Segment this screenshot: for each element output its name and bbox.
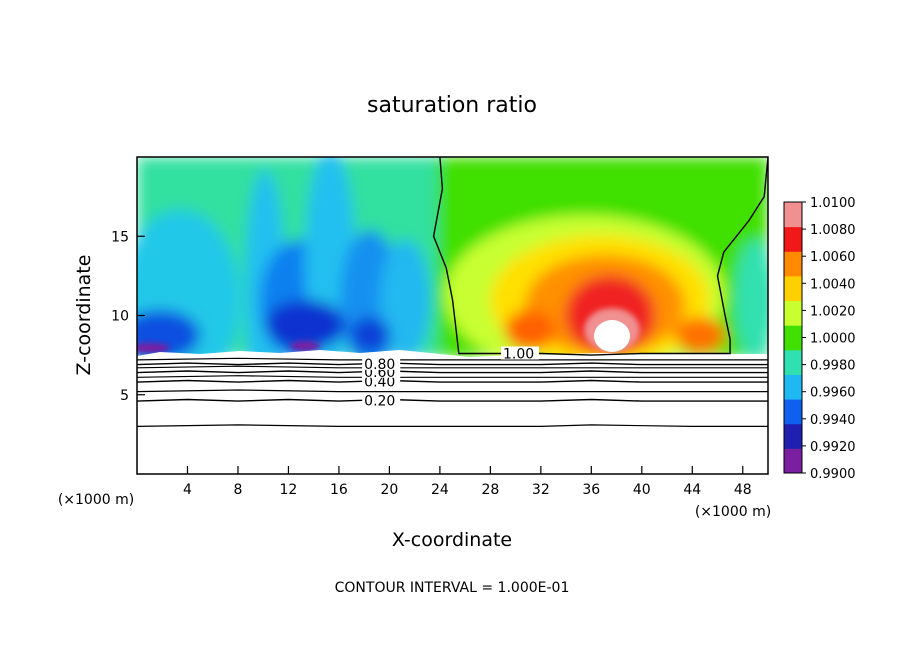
contour-line-1.00 <box>432 157 768 356</box>
y-axis-label: Z-coordinate <box>73 255 95 376</box>
y-axis-ticks: 5 10 15 <box>111 229 145 404</box>
colorbar-swatch <box>784 349 802 375</box>
contour-label: 1.00 <box>503 347 534 363</box>
colorbar-swatch <box>784 275 802 302</box>
colorbar-label: 1.0040 <box>810 277 856 292</box>
contour-line-0.40 <box>137 379 768 383</box>
colorbar-swatch <box>784 300 802 326</box>
x-tick-label: 28 <box>481 482 499 498</box>
colorbar-swatch <box>784 423 802 449</box>
contour-label-bg <box>500 346 539 360</box>
contour-label-bg <box>362 393 401 407</box>
contour-line-0.60 <box>137 370 768 374</box>
colorbar-swatch <box>784 374 802 400</box>
colorbar-label: 1.0100 <box>810 196 856 211</box>
colorbar-label: 0.9900 <box>810 467 856 482</box>
x-tick-label: 4 <box>183 482 192 498</box>
x-tick-label: 12 <box>280 482 298 498</box>
x-tick-label: 36 <box>582 482 600 498</box>
y-tick-label: 15 <box>111 229 129 245</box>
x-tick-label: 8 <box>233 482 242 498</box>
contour-label-bg <box>362 356 401 370</box>
contour-line <box>137 424 768 427</box>
x-axis-label: X-coordinate <box>392 529 512 551</box>
x-tick-label: 40 <box>633 482 651 498</box>
colorbar: 1.0100 1.0080 1.0060 1.0040 1.0020 1.0000 0.99… <box>783 196 856 482</box>
y-tick-label: 10 <box>111 309 129 325</box>
colorbar-swatch <box>784 226 802 252</box>
colorbar-label: 1.0080 <box>810 223 856 238</box>
colorbar-label: 0.9940 <box>810 413 856 428</box>
contour-lines <box>137 157 768 427</box>
colorbar-label: 1.0020 <box>810 304 856 319</box>
x-unit-right: (×1000 m) <box>695 504 771 520</box>
contour-line <box>137 389 768 393</box>
chart-title: saturation ratio <box>367 93 537 118</box>
colorbar-label: 0.9980 <box>810 359 856 374</box>
colorbar-label: 0.9920 <box>810 440 856 455</box>
x-tick-label: 44 <box>683 482 701 498</box>
contour-label: 0.20 <box>364 393 395 409</box>
colorbar-label: 0.9960 <box>810 386 856 401</box>
contour-line <box>137 357 768 361</box>
contour-line-0.20 <box>137 398 768 402</box>
x-unit-left: (×1000 m) <box>58 492 134 508</box>
x-tick-label: 48 <box>734 482 752 498</box>
contour-line <box>137 365 768 369</box>
colorbar-swatch <box>784 448 802 474</box>
contour-label: 0.40 <box>364 374 395 390</box>
colorbar-swatch <box>784 325 802 351</box>
x-tick-label: 24 <box>431 482 449 498</box>
colorbar-label: 1.0000 <box>810 332 856 347</box>
colorbar-swatch <box>784 399 802 425</box>
contour-labels: 0.200.400.600.801.00 <box>362 346 539 409</box>
x-tick-label: 20 <box>380 482 398 498</box>
colorbar-label: 1.0060 <box>810 250 856 265</box>
colorbar-swatch <box>784 202 802 228</box>
x-axis-ticks: 4 8 12 16 20 24 28 32 36 40 44 48 <box>183 466 752 498</box>
contour-line <box>137 375 768 378</box>
contour-line-0.80 <box>137 362 768 366</box>
x-tick-label: 32 <box>532 482 550 498</box>
colorbar-swatch <box>784 251 802 277</box>
x-tick-label: 16 <box>330 482 348 498</box>
heatmap-field <box>137 157 768 474</box>
contour-label: 0.80 <box>364 357 395 373</box>
y-tick-label: 5 <box>120 388 129 404</box>
contour-interval-footer: CONTOUR INTERVAL = 1.000E-01 <box>335 580 570 596</box>
